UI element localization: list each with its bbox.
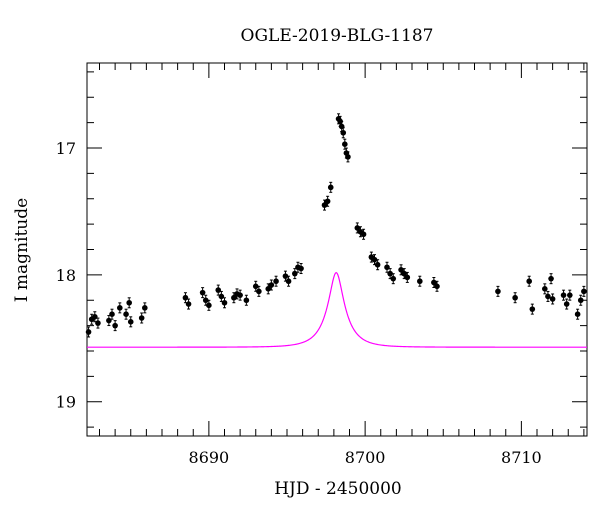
data-point	[268, 279, 275, 291]
tick-labels: 8690 8700 8710 17 18 19	[56, 139, 542, 467]
data-point	[218, 290, 225, 302]
data-point	[221, 297, 228, 309]
data-point	[526, 275, 532, 287]
data-point	[123, 308, 129, 320]
data-point	[560, 289, 567, 301]
data-point	[431, 276, 437, 288]
data-point	[404, 271, 411, 283]
data-point	[265, 283, 272, 295]
data-point	[117, 302, 123, 314]
data-point	[85, 326, 92, 338]
y-axis-label: I magnitude	[12, 198, 32, 302]
data-point	[529, 303, 536, 315]
data-point	[127, 316, 134, 328]
data-point	[282, 270, 289, 282]
chart-title: OGLE-2019-BLG-1187	[241, 26, 434, 46]
data-point	[324, 195, 331, 207]
data-point	[417, 275, 423, 287]
y-tick-label: 19	[56, 393, 76, 412]
data-point	[390, 273, 397, 285]
data-point	[126, 297, 132, 309]
data-point	[542, 283, 548, 295]
data-point	[512, 292, 518, 304]
data-point	[581, 285, 587, 297]
x-tick-label: 8710	[501, 448, 542, 467]
data-point	[109, 308, 115, 320]
data-point	[298, 263, 304, 275]
data-point	[112, 320, 118, 332]
y-tick-label: 18	[56, 266, 76, 285]
plot-area	[85, 62, 588, 437]
data-point	[321, 199, 328, 211]
y-tick-label: 17	[56, 139, 76, 158]
data-point	[243, 294, 250, 306]
data-point	[374, 259, 381, 271]
data-point	[345, 151, 351, 163]
data-point	[215, 284, 222, 296]
data-point	[434, 280, 440, 292]
data-point	[549, 293, 556, 305]
model-curve-group	[87, 271, 587, 348]
data-point	[340, 127, 347, 139]
x-axis-label: HJD - 2450000	[274, 479, 402, 499]
data-point	[237, 289, 243, 301]
data-points-group	[85, 113, 587, 338]
data-point	[199, 287, 206, 299]
data-point	[285, 275, 292, 287]
data-point	[401, 268, 407, 280]
data-point	[545, 290, 551, 302]
data-point	[185, 298, 192, 310]
data-point	[327, 181, 334, 193]
x-tick-label: 8700	[345, 448, 386, 467]
data-point	[106, 315, 112, 327]
data-point	[342, 138, 348, 150]
data-point	[354, 222, 361, 234]
data-point	[202, 294, 209, 306]
data-point	[360, 228, 367, 240]
data-point	[273, 275, 279, 287]
data-point	[256, 285, 262, 297]
data-point	[95, 317, 101, 329]
data-point	[567, 289, 573, 301]
data-point	[142, 302, 148, 314]
data-point	[371, 254, 378, 266]
data-point	[398, 264, 404, 276]
data-point	[577, 294, 584, 306]
data-point	[292, 268, 298, 280]
model-curve	[87, 271, 587, 348]
data-point	[548, 273, 554, 285]
data-point	[206, 299, 212, 311]
data-point	[182, 292, 189, 304]
data-point	[138, 312, 145, 324]
data-point	[574, 308, 581, 320]
data-point	[495, 285, 501, 297]
axis-ticks	[87, 63, 587, 436]
x-tick-label: 8690	[189, 448, 230, 467]
data-point	[563, 298, 570, 310]
data-point	[384, 261, 390, 273]
